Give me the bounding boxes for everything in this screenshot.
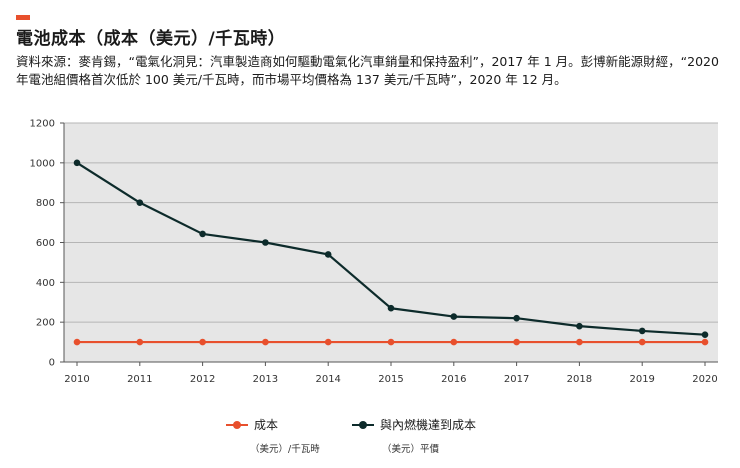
y-tick-label: 1000 [30,158,55,169]
data-point-cost [262,338,269,346]
data-point-parity [576,322,583,330]
data-point-cost [73,338,81,346]
data-point-parity [73,159,81,167]
x-tick-label: 2015 [378,374,403,385]
legend-swatch-parity [352,420,374,430]
source-note: 資料來源：麥肯錫，“電氣化洞見：汽車製造商如何驅動電氣化汽車銷量和保持盈利”，2… [16,54,719,87]
legend-unit-cost: （美元）/千瓦時 [250,444,320,455]
data-point-cost [576,338,583,346]
x-tick-label: 2010 [64,374,89,385]
y-tick-label: 200 [36,318,55,329]
data-point-cost [513,338,520,346]
y-tick-label: 600 [36,238,55,249]
y-tick-label: 0 [49,358,55,369]
data-point-parity [136,199,144,206]
y-tick-label: 400 [36,278,55,289]
data-point-parity [387,304,395,312]
data-point-parity [513,314,520,322]
data-point-parity [701,331,709,339]
legend-item-cost: 成本 （美元）/千瓦時 [226,416,320,455]
legend-item-parity: 與內燃機達到成本 （美元）平價 [352,416,476,455]
legend-swatch-cost [226,420,248,430]
data-point-cost [136,338,144,346]
data-point-parity [450,313,458,320]
legend-unit-parity: （美元）平價 [382,444,440,455]
legend-label-cost: 成本 [254,418,279,432]
y-tick-label: 800 [36,198,55,209]
x-tick-label: 2011 [127,374,152,385]
data-point-cost [324,338,332,346]
x-tick-label: 2017 [504,374,529,385]
data-point-cost [638,338,646,346]
x-tick-label: 2014 [315,374,340,385]
x-tick-label: 2013 [253,374,278,385]
data-point-parity [199,230,206,238]
x-tick-label: 2018 [567,374,592,385]
data-point-parity [638,327,646,335]
accent-bar [16,15,30,20]
x-tick-label: 2019 [629,374,654,385]
x-tick-label: 2012 [190,374,215,385]
x-tick-label: 2016 [441,374,466,385]
data-point-parity [324,251,332,258]
x-tick-label: 2020 [692,374,717,385]
data-point-cost [450,338,458,346]
data-point-cost [701,338,709,346]
y-tick-label: 1200 [30,119,55,130]
data-point-cost [387,338,395,346]
data-point-parity [262,239,269,246]
data-point-cost [199,338,206,346]
chart-title: 電池成本（成本（美元）/千瓦時） [16,29,286,49]
legend-label-parity: 與內燃機達到成本 [380,418,477,432]
